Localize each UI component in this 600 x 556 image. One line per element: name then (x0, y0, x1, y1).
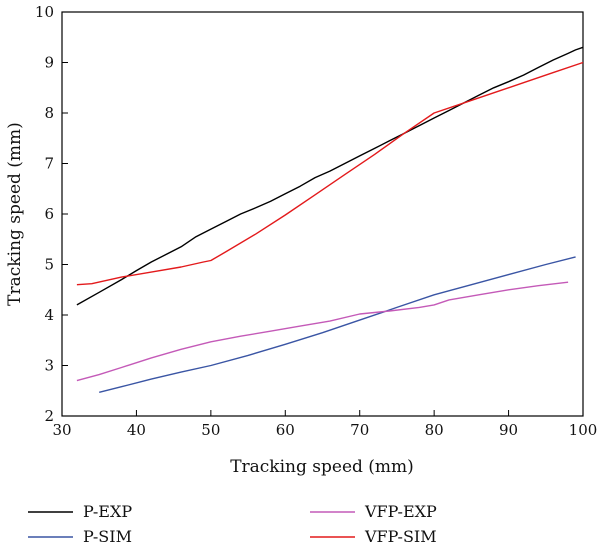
series-line-p-sim (99, 256, 576, 393)
series-layer (76, 46, 584, 393)
x-tick-label: 70 (350, 421, 369, 439)
y-tick-label: 2 (44, 407, 54, 425)
y-tick-label: 6 (44, 205, 54, 223)
y-tick-label: 10 (35, 3, 54, 21)
plot-frame (61, 11, 584, 417)
legend-label: P-EXP (83, 502, 132, 521)
x-axis-label: Tracking speed (mm) (230, 457, 414, 477)
series-line-p-exp (76, 46, 584, 306)
y-tick-label: 9 (44, 54, 54, 72)
x-tick-label: 100 (569, 421, 598, 439)
y-axis-label: Tracking speed (mm) (5, 122, 25, 306)
x-tick-label: 30 (52, 421, 71, 439)
x-tick-label: 90 (499, 421, 518, 439)
y-tick-label: 8 (44, 104, 54, 122)
legend-label: VFP-SIM (364, 527, 437, 546)
series-line-vfp-sim (76, 61, 584, 286)
legend: P-EXP P-SIM VFP-EXP VFP-SIM (28, 502, 437, 546)
y-tick-label: 5 (44, 256, 54, 274)
y-tick-label: 4 (44, 306, 54, 324)
axis-ticks: 30 40 50 60 70 80 90 100 2 3 4 5 6 7 8 9 10 (35, 3, 597, 439)
legend-label: P-SIM (83, 527, 132, 546)
legend-label: VFP-EXP (364, 502, 437, 521)
x-tick-label: 80 (425, 421, 444, 439)
series-line-vfp-exp (76, 281, 569, 382)
y-tick-label: 3 (44, 357, 54, 375)
x-tick-label: 50 (201, 421, 220, 439)
y-tick-label: 7 (44, 155, 54, 173)
x-tick-label: 60 (276, 421, 295, 439)
x-tick-label: 40 (127, 421, 146, 439)
